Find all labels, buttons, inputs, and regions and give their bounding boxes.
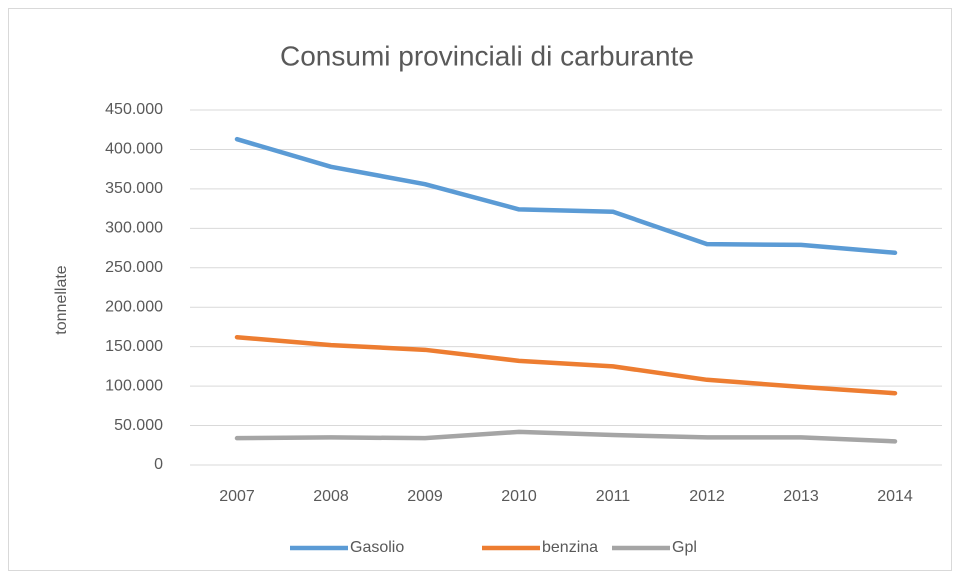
y-tick-label: 100.000 — [105, 377, 163, 394]
y-tick-label: 250.000 — [105, 259, 163, 276]
y-tick-label: 350.000 — [105, 180, 163, 197]
x-tick-label: 2007 — [219, 488, 255, 505]
y-tick-label: 50.000 — [114, 417, 163, 434]
x-tick-label: 2013 — [783, 488, 819, 505]
y-tick-label: 200.000 — [105, 298, 163, 315]
legend-label: Gpl — [672, 539, 697, 556]
x-tick-label: 2012 — [689, 488, 725, 505]
y-tick-label: 450.000 — [105, 101, 163, 118]
y-axis-label: tonnellate — [53, 265, 70, 334]
legend-label: Gasolio — [350, 539, 404, 556]
x-tick-label: 2010 — [501, 488, 537, 505]
y-tick-label: 0 — [154, 456, 163, 473]
y-tick-label: 150.000 — [105, 338, 163, 355]
series-line — [234, 429, 898, 444]
y-tick-label: 400.000 — [105, 141, 163, 158]
series-line — [234, 136, 898, 256]
x-tick-label: 2009 — [407, 488, 443, 505]
chart-border — [8, 8, 952, 571]
x-tick-label: 2014 — [877, 488, 913, 505]
chart-title: Consumi provinciali di carburante — [280, 40, 694, 71]
y-tick-label: 300.000 — [105, 220, 163, 237]
x-tick-label: 2011 — [596, 488, 631, 505]
x-tick-label: 2008 — [313, 488, 349, 505]
series-line — [234, 334, 898, 396]
legend-label: benzina — [542, 539, 598, 556]
